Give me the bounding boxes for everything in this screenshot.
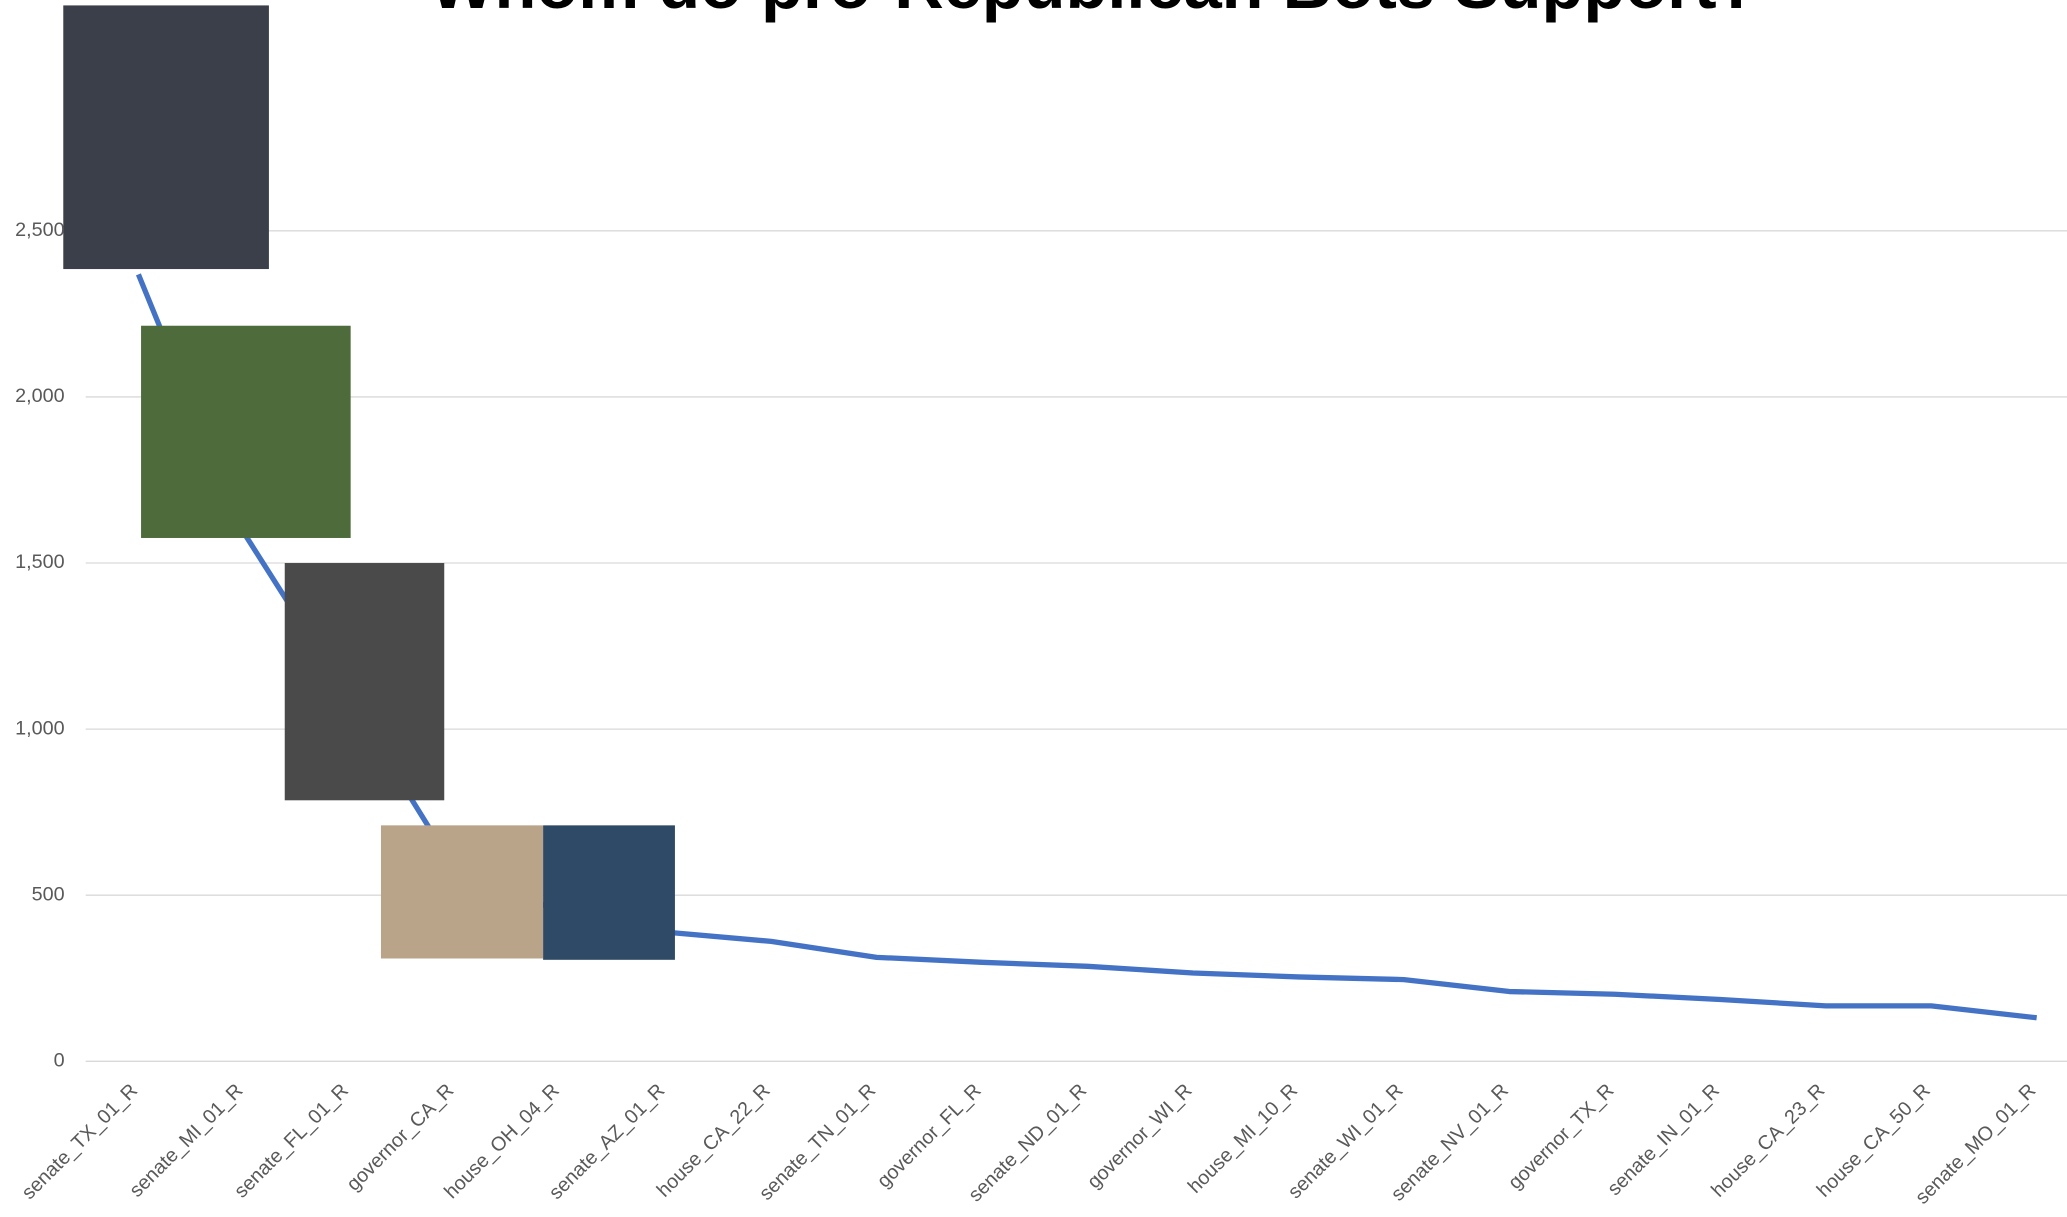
- x-tick-label: senate_IN_01_R: [1603, 1080, 1723, 1200]
- x-tick-label: governor_FL_R: [873, 1080, 986, 1193]
- chart-title: Whom do pro-Republican Bots Support?: [430, 0, 1759, 23]
- photo: [543, 825, 675, 960]
- x-tick-label: senate_NV_01_R: [1387, 1080, 1513, 1206]
- x-tick-label: governor_WI_R: [1083, 1080, 1196, 1193]
- x-tick-label: house_CA_23_R: [1707, 1080, 1829, 1202]
- x-tick-label: senate_TX_01_R: [18, 1080, 142, 1204]
- x-tick-label: senate_MI_01_R: [125, 1080, 247, 1202]
- x-tick-label: governor_TX_R: [1504, 1080, 1618, 1194]
- y-tick-label: 500: [32, 883, 65, 905]
- photo: [63, 5, 269, 270]
- x-tick-label: house_CA_50_R: [1813, 1080, 1935, 1202]
- x-tick-label: senate_ND_01_R: [964, 1080, 1091, 1207]
- y-tick-label: 1,500: [15, 551, 64, 573]
- photo: [284, 563, 445, 801]
- y-tick-label: 1,000: [15, 717, 64, 739]
- photo: [141, 325, 351, 538]
- x-tick-label: governor_CA_R: [343, 1080, 459, 1196]
- photos: [63, 5, 675, 960]
- x-tick-label: house_MI_10_R: [1184, 1080, 1302, 1198]
- x-tick-label: house_CA_22_R: [653, 1080, 775, 1202]
- y-tick-label: 2,500: [15, 219, 64, 241]
- x-tick-label: house_OH_04_R: [440, 1080, 564, 1204]
- y-tick-label: 0: [54, 1050, 65, 1072]
- x-tick-label: senate_AZ_01_R: [545, 1080, 669, 1204]
- x-tick-label: senate_WI_01_R: [1284, 1080, 1408, 1204]
- photo: [380, 825, 544, 959]
- y-tick-label: 2,000: [15, 385, 64, 407]
- x-tick-label: senate_TN_01_R: [755, 1080, 880, 1205]
- x-tick-label: senate_FL_01_R: [230, 1080, 353, 1203]
